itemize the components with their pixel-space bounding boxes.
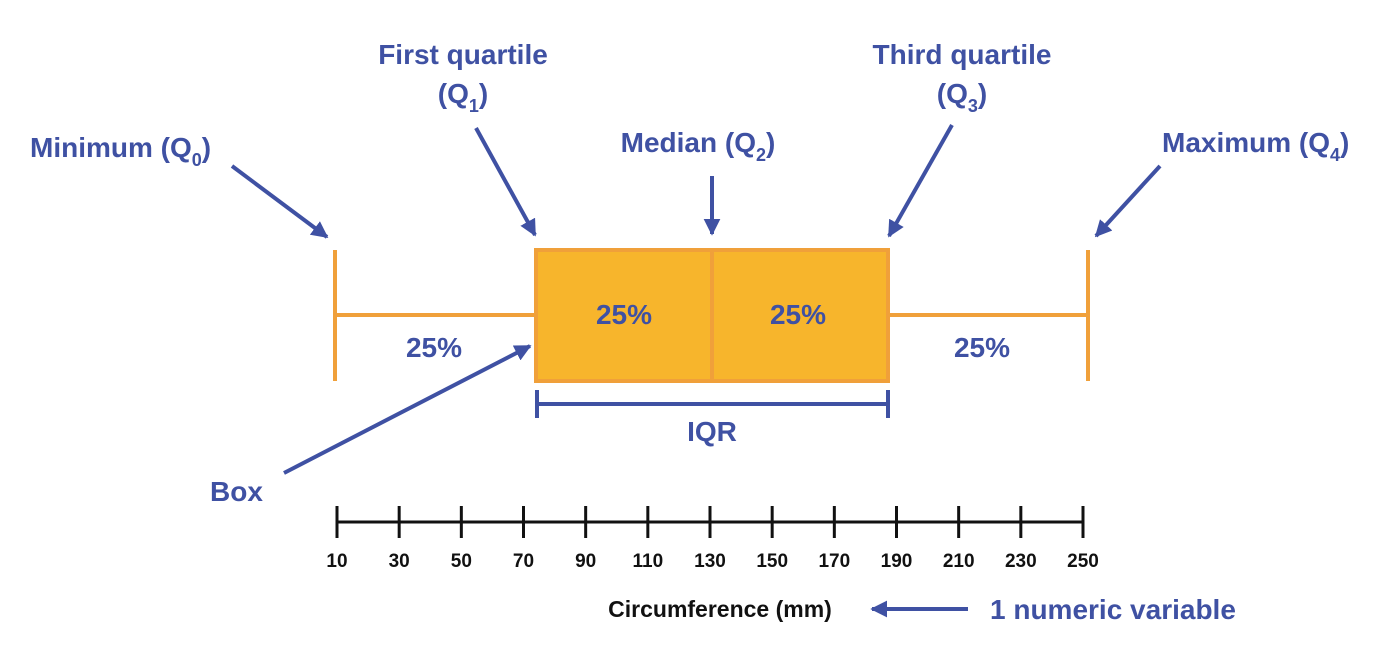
axis-tick-label: 250	[1067, 551, 1099, 572]
median-label: Median (Q2)	[621, 127, 776, 165]
axis-tick-label: 130	[694, 551, 726, 572]
third-quartile-arrow	[887, 124, 954, 238]
axis-tick-label: 110	[633, 551, 664, 572]
axis-tick-label: 30	[389, 551, 410, 572]
axis-tick-label: 230	[1005, 551, 1037, 572]
axis-tick-label: 150	[756, 551, 788, 572]
minimum-label: Minimum (Q0)	[30, 132, 211, 170]
minimum-arrow	[230, 164, 329, 239]
axis-tick-label: 10	[326, 551, 347, 572]
axis-tick-label: 170	[818, 551, 850, 572]
axis-title: Circumference (mm)	[608, 596, 832, 622]
third-quartile-label: Third quartile	[873, 39, 1052, 70]
first-quartile-arrow	[474, 127, 537, 237]
left-whisker-percent: 25%	[406, 332, 462, 363]
axis-tick-label: 50	[451, 551, 472, 572]
first-quartile-symbol: (Q1)	[438, 78, 488, 116]
box-label: Box	[210, 476, 263, 507]
maximum-label: Maximum (Q4)	[1162, 127, 1349, 165]
axis-tick-label: 190	[881, 551, 913, 572]
axis-tick-label: 90	[575, 551, 596, 572]
box-right-percent: 25%	[770, 299, 826, 330]
x-axis: 10 30 50 70 90 110 130 150 170 190 210 230 250	[326, 506, 1099, 572]
third-quartile-symbol: (Q3)	[937, 78, 987, 116]
iqr-bracket	[535, 390, 890, 418]
axis-tick-label: 70	[513, 551, 534, 572]
iqr-label: IQR	[687, 416, 737, 447]
first-quartile-label: First quartile	[378, 39, 548, 70]
axis-tick-label: 210	[943, 551, 975, 572]
box-left-percent: 25%	[596, 299, 652, 330]
box-arrow	[283, 344, 532, 475]
variable-note: 1 numeric variable	[990, 594, 1236, 625]
right-whisker-percent: 25%	[954, 332, 1010, 363]
maximum-arrow	[1094, 164, 1162, 238]
